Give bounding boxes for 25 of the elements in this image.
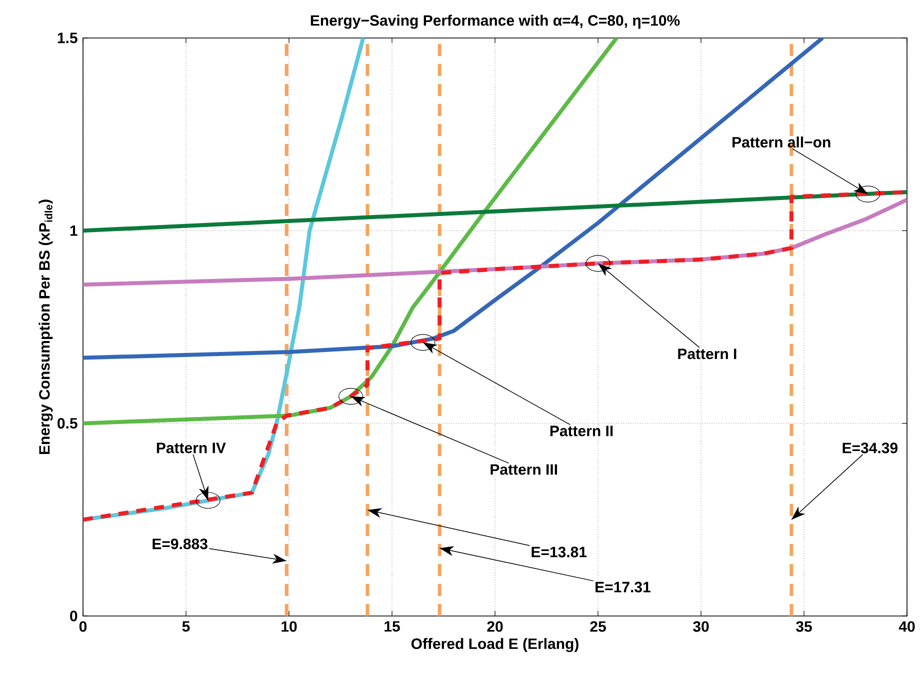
annotation: E=9.883	[152, 538, 208, 550]
annotation: Pattern I	[678, 348, 736, 360]
x-tick-label: 0	[79, 621, 87, 632]
x-tick-label: 5	[182, 621, 190, 632]
y-tick-label: 1	[70, 226, 78, 236]
x-tick-label: 10	[282, 621, 297, 632]
annotation: E=34.39	[842, 442, 898, 454]
y-tick-label: 0.5	[58, 418, 78, 429]
x-tick-label: 20	[487, 621, 503, 632]
annotation: Pattern II	[550, 426, 613, 436]
y-axis-title: Energy Consumption Per BS (xP$_{idle}$)	[38, 200, 53, 454]
annotation: Pattern III	[490, 464, 558, 475]
chart-title: Energy−Saving Performance with α=4, C=80, η=10%	[310, 14, 680, 29]
x-tick-label: 40	[898, 621, 915, 632]
x-tick-label: 30	[693, 621, 709, 632]
x-tick-label: 15	[384, 621, 400, 632]
y-tick-label: 0	[70, 610, 78, 622]
x-tick-label: 25	[590, 621, 606, 632]
x-axis-title: Offered Load E (Erlang)	[411, 638, 578, 652]
y-tick-label: 1.5	[58, 32, 78, 44]
annotation: Pattern IV	[156, 442, 226, 454]
x-tick-label: 35	[796, 621, 812, 632]
annotation: E=13.81	[532, 546, 587, 558]
annotation: E=17.31	[596, 582, 650, 592]
annotation: Pattern all−on	[732, 136, 830, 148]
